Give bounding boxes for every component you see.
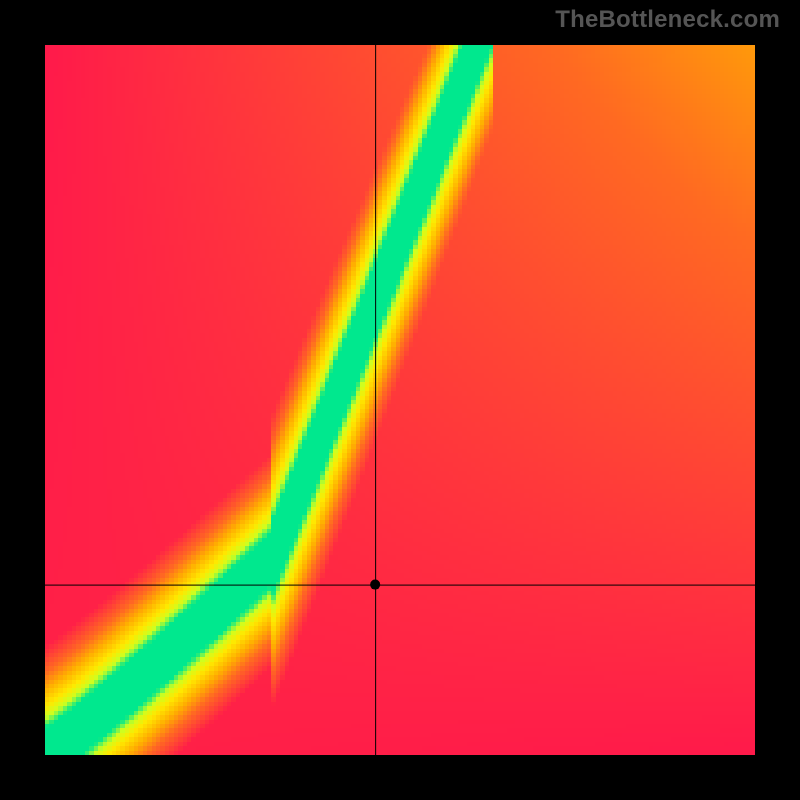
chart-frame: TheBottleneck.com [0,0,800,800]
heatmap-plot [45,45,755,755]
watermark-text: TheBottleneck.com [555,6,780,34]
heatmap-canvas [45,45,755,755]
